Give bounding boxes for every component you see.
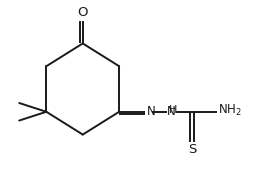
Text: N: N xyxy=(167,105,176,118)
Text: NH$_2$: NH$_2$ xyxy=(218,103,242,118)
Text: O: O xyxy=(78,6,88,19)
Text: H: H xyxy=(169,105,177,115)
Text: S: S xyxy=(188,143,196,156)
Text: N: N xyxy=(147,105,156,118)
